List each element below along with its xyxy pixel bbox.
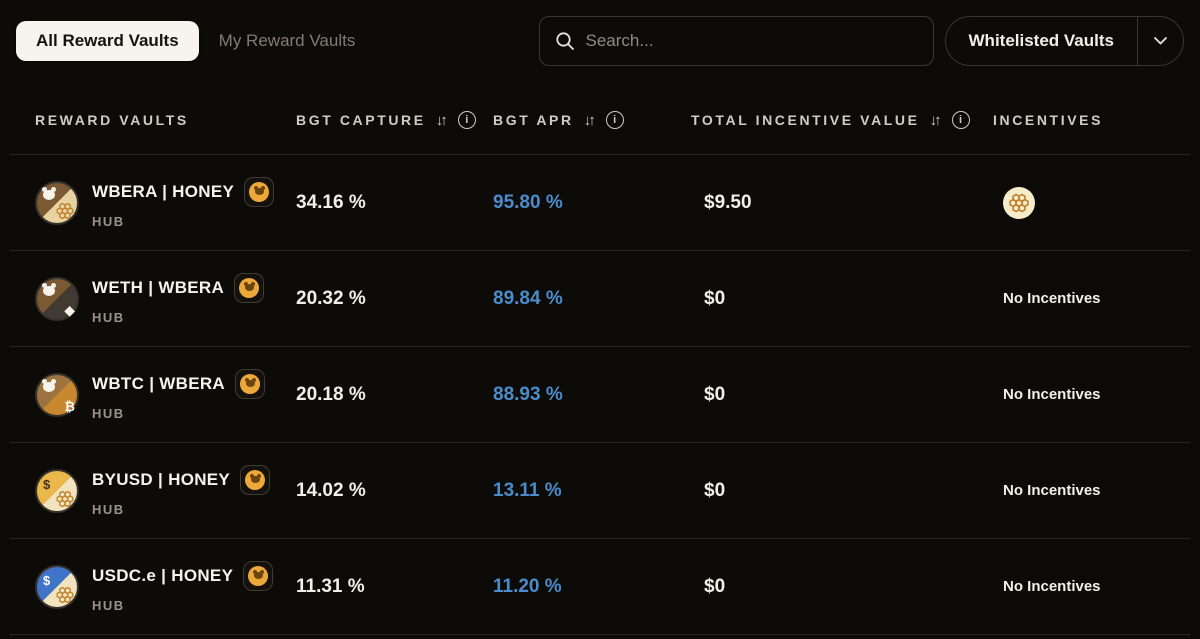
table-row[interactable]: $ BYUSD | HONEY HUB 14.02 % 13.11 % $0 N…: [10, 442, 1190, 538]
no-incentives-label: No Incentives: [1003, 289, 1101, 307]
vault-name: BYUSD | HONEY: [92, 469, 231, 489]
vault-network-label: HUB: [92, 597, 125, 613]
filter-label: Whitelisted Vaults: [968, 31, 1114, 50]
vault-name: WBTC | WBERA: [92, 373, 226, 393]
total-incentive-value: $0: [704, 383, 726, 405]
usdce-honey-token-icon: $: [35, 564, 79, 609]
honey-token-icon: [1003, 186, 1035, 219]
dollar-icon: $: [43, 572, 51, 588]
total-incentive-value: $0: [704, 479, 726, 501]
table-header-row: REWARD VAULTS BGT CAPTURE ↓↑ i BGT APR ↓↑ i TOT…: [10, 66, 1190, 154]
bgt-capture-value: 14.02 %: [296, 479, 366, 501]
no-incentives-label: No Incentives: [1003, 481, 1101, 499]
bgt-apr-value: 88.93 %: [493, 383, 563, 405]
no-incentives-label: No Incentives: [1003, 385, 1101, 403]
bgt-apr-value: 95.80 %: [493, 191, 563, 213]
info-icon[interactable]: i: [457, 111, 476, 129]
bear-icon: [42, 282, 56, 296]
incentives-cell: No Incentives: [993, 386, 1190, 404]
wbera-honey-token-icon: [35, 180, 79, 225]
vault-filter-dropdown[interactable]: Whitelisted Vaults: [944, 16, 1184, 66]
sort-icon[interactable]: ↓↑: [929, 111, 942, 129]
chevron-down-icon[interactable]: [1138, 17, 1183, 65]
bgt-capture-value: 34.16 %: [296, 191, 366, 213]
vault-name: WETH | WBERA: [92, 277, 225, 297]
column-header-label: BGT APR: [493, 112, 574, 128]
vault-network-label: HUB: [92, 501, 125, 517]
btc-icon: ₿: [64, 398, 75, 414]
sort-icon[interactable]: ↓↑: [435, 111, 448, 129]
weth-wbera-token-icon: ◆: [35, 276, 79, 321]
honeycomb-icon: [55, 489, 75, 509]
wbtc-wbera-token-icon: ₿: [35, 372, 79, 417]
bear-icon: [42, 186, 56, 200]
incentives-cell: No Incentives: [993, 290, 1190, 308]
column-header-bgt-capture[interactable]: BGT CAPTURE ↓↑ i: [296, 111, 493, 129]
no-incentives-label: No Incentives: [1003, 577, 1101, 595]
table-row[interactable]: $ USDC.e | HONEY HUB 11.31 % 11.20 % $0 …: [10, 538, 1190, 634]
bgt-capture-value: 11.31 %: [296, 575, 365, 597]
column-header-reward-vaults: REWARD VAULTS: [35, 111, 296, 129]
byusd-honey-token-icon: $: [35, 468, 79, 513]
search-input[interactable]: [585, 31, 918, 51]
bgt-token-badge-icon: [244, 176, 275, 207]
bgt-apr-value: 13.11 %: [493, 479, 562, 501]
bgt-token-badge-icon: [234, 272, 265, 303]
search-box[interactable]: [538, 16, 934, 66]
eth-icon: ◆: [64, 301, 75, 318]
total-incentive-value: $0: [704, 575, 726, 597]
sort-icon[interactable]: ↓↑: [583, 111, 596, 129]
vault-network-label: HUB: [92, 309, 125, 325]
bgt-apr-value: 11.20 %: [493, 575, 562, 597]
column-header-bgt-apr[interactable]: BGT APR ↓↑ i: [493, 111, 691, 129]
total-incentive-value: $9.50: [704, 191, 752, 213]
bgt-token-badge-icon: [240, 464, 271, 495]
bgt-capture-value: 20.32 %: [296, 287, 366, 309]
honeycomb-icon: [55, 585, 75, 605]
total-incentive-value: $0: [704, 287, 726, 309]
incentives-cell: No Incentives: [993, 482, 1190, 500]
column-header-label: BGT CAPTURE: [296, 112, 426, 128]
bgt-token-badge-icon: [243, 560, 274, 591]
table-row[interactable]: ₿ WBTC | WBERA HUB 20.18 % 88.93 % $0 No…: [10, 346, 1190, 442]
vault-name: USDC.e | HONEY: [92, 565, 234, 585]
info-icon[interactable]: i: [605, 111, 624, 129]
bgt-capture-value: 20.18 %: [296, 383, 366, 405]
table-row[interactable]: WBERA | HONEY HUB 34.16 % 95.80 % $9.50: [10, 154, 1190, 250]
info-icon[interactable]: i: [951, 111, 970, 129]
bear-icon: [42, 378, 56, 392]
column-header-label: REWARD VAULTS: [35, 112, 189, 128]
vault-cell: ◆ WETH | WBERA HUB: [35, 272, 296, 325]
honeycomb-icon: [55, 201, 75, 221]
column-header-label: INCENTIVES: [993, 112, 1104, 128]
vault-cell: $ USDC.e | HONEY HUB: [35, 560, 296, 613]
vault-network-label: HUB: [92, 213, 125, 229]
search-icon: [555, 32, 574, 50]
vaults-table-body: WBERA | HONEY HUB 34.16 % 95.80 % $9.50 …: [10, 154, 1190, 634]
vault-cell: ₿ WBTC | WBERA HUB: [35, 368, 296, 421]
toolbar: All Reward Vaults My Reward Vaults White…: [0, 0, 1200, 66]
bgt-token-badge-icon: [235, 368, 266, 399]
dollar-icon: $: [43, 476, 51, 492]
vault-name: WBERA | HONEY: [92, 181, 235, 201]
vault-tabs: All Reward Vaults My Reward Vaults: [16, 21, 359, 61]
vaults-table: REWARD VAULTS BGT CAPTURE ↓↑ i BGT APR ↓↑ i TOT…: [10, 66, 1190, 635]
incentives-cell: [993, 186, 1190, 219]
bgt-apr-value: 89.84 %: [493, 287, 563, 309]
column-header-label: TOTAL INCENTIVE VALUE: [691, 112, 920, 128]
vault-network-label: HUB: [92, 405, 125, 421]
vault-cell: $ BYUSD | HONEY HUB: [35, 464, 296, 517]
column-header-total-incentive-value[interactable]: TOTAL INCENTIVE VALUE ↓↑ i: [691, 111, 993, 129]
divider: [1137, 17, 1138, 65]
tab-my-reward-vaults[interactable]: My Reward Vaults: [215, 31, 360, 51]
vault-cell: WBERA | HONEY HUB: [35, 176, 296, 229]
incentives-cell: No Incentives: [993, 578, 1190, 596]
column-header-incentives: INCENTIVES: [993, 111, 1190, 129]
table-row[interactable]: ◆ WETH | WBERA HUB 20.32 % 89.84 % $0 No…: [10, 250, 1190, 346]
tab-all-reward-vaults[interactable]: All Reward Vaults: [16, 21, 199, 61]
